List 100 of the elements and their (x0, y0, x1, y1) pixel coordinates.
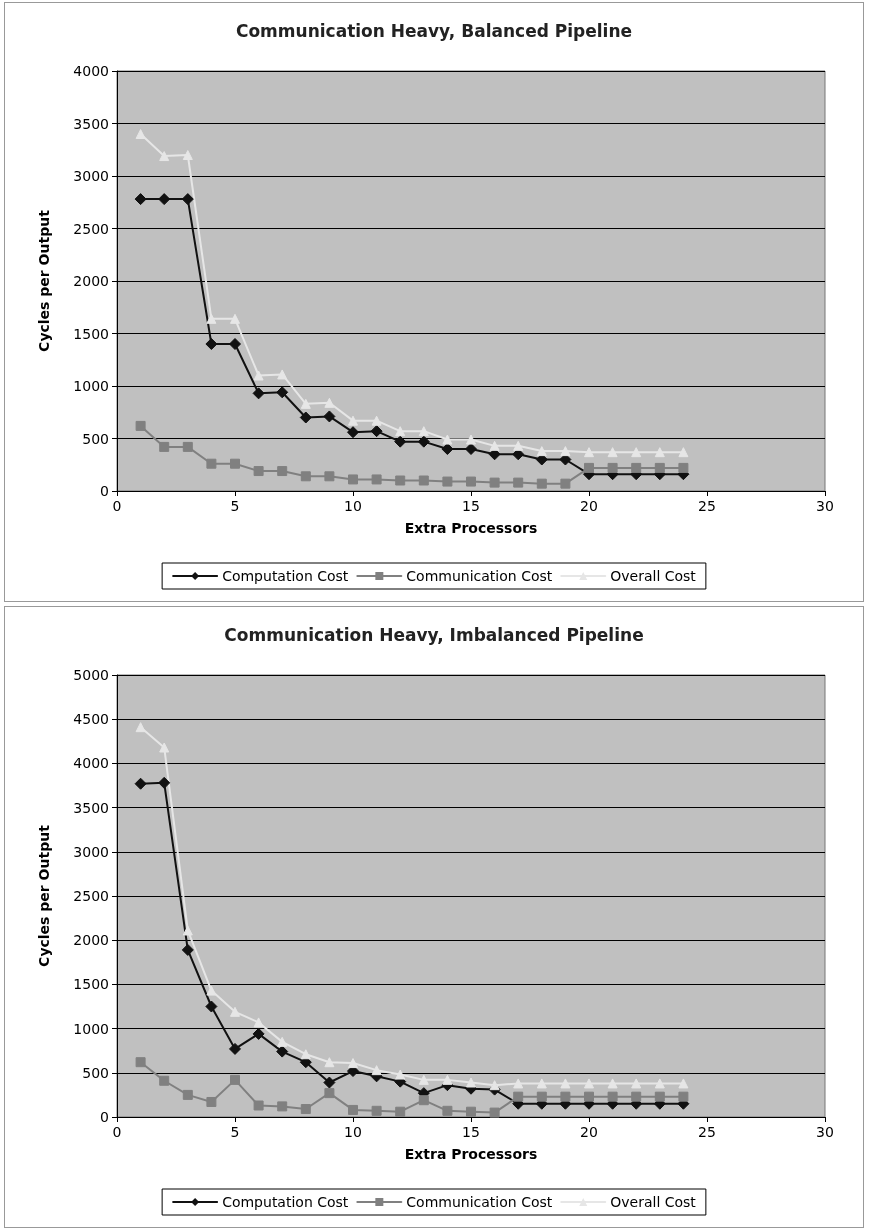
x-tick-label: 30 (816, 498, 834, 514)
point (584, 462, 594, 473)
point (607, 1078, 618, 1089)
point (300, 1104, 311, 1115)
point (277, 1101, 288, 1112)
point (253, 370, 264, 381)
point (371, 474, 382, 485)
point (513, 440, 524, 451)
point (418, 475, 429, 486)
x-axis-title: Extra Processors (404, 1146, 538, 1162)
y-tick-label: 0 (100, 1109, 109, 1125)
x-tick-label: 5 (230, 1124, 240, 1140)
point (560, 478, 571, 489)
point (205, 1000, 218, 1013)
point (466, 434, 476, 445)
point (159, 441, 170, 452)
point (324, 471, 335, 482)
x-tick-label: 10 (344, 498, 362, 514)
point (607, 1091, 618, 1102)
point (560, 446, 571, 457)
point (347, 426, 359, 439)
point (536, 446, 547, 457)
point (395, 1069, 406, 1080)
point (206, 985, 217, 996)
x-tick-label: 0 (112, 498, 122, 514)
point (277, 369, 288, 380)
point (181, 943, 194, 956)
point (536, 1078, 547, 1089)
point (536, 1091, 547, 1102)
point (206, 313, 217, 324)
point (584, 1091, 594, 1102)
y-tick-label: 1500 (73, 325, 109, 342)
point (252, 1027, 265, 1040)
y-axis-title: Cycles per Output (36, 209, 52, 352)
point (394, 435, 407, 448)
y-tick-label: 2500 (73, 888, 109, 904)
point (395, 426, 406, 437)
x-tick-label: 0 (112, 1124, 122, 1140)
point (159, 742, 170, 753)
y-tick-label: 4000 (73, 63, 109, 79)
point (135, 129, 146, 139)
y-tick-label: 1000 (73, 1020, 109, 1037)
point (300, 1049, 311, 1060)
point (252, 387, 265, 400)
y-axis-title: Cycles per Output (36, 824, 52, 967)
point (395, 475, 406, 486)
point (395, 1106, 406, 1117)
point (182, 1089, 193, 1100)
point (348, 1104, 358, 1115)
point (442, 1105, 453, 1116)
x-tick-label: 25 (698, 498, 716, 514)
point (418, 1074, 429, 1085)
point (230, 458, 240, 469)
point (230, 1074, 240, 1085)
point (159, 151, 170, 162)
point (182, 150, 193, 160)
point (182, 441, 193, 452)
point (631, 1091, 642, 1102)
x-tick-label: 10 (344, 1124, 362, 1140)
point (584, 1078, 594, 1089)
point (442, 476, 453, 487)
point (466, 476, 476, 487)
point (206, 458, 217, 469)
point (370, 425, 383, 438)
x-tick-label: 15 (462, 1124, 480, 1140)
chart-title: Communication Heavy, Imbalanced Pipeline (224, 624, 644, 645)
point (678, 1078, 689, 1089)
point (253, 1017, 264, 1028)
point (299, 411, 312, 424)
point (230, 1006, 240, 1017)
y-tick-label: 2000 (73, 932, 109, 949)
point (417, 435, 430, 448)
point (276, 386, 289, 399)
point (182, 925, 193, 936)
y-tick-label: 3500 (73, 115, 109, 132)
legend-label: Overall Cost (610, 568, 697, 584)
point (253, 466, 264, 477)
point (135, 1057, 146, 1068)
point (466, 1077, 476, 1088)
point (631, 462, 642, 473)
point (631, 447, 642, 458)
point (489, 1080, 500, 1091)
point (348, 415, 358, 426)
point (631, 1078, 642, 1089)
y-tick-label: 1500 (73, 976, 109, 993)
point (654, 447, 665, 458)
y-tick-label: 5000 (73, 667, 109, 683)
point (229, 1042, 241, 1055)
y-tick-label: 3000 (73, 168, 109, 184)
point (442, 1074, 453, 1085)
point (229, 338, 241, 350)
chart-title: Communication Heavy, Balanced Pipeline (235, 20, 633, 41)
point (489, 477, 500, 488)
y-tick-label: 2500 (73, 220, 109, 237)
point (678, 1091, 689, 1102)
legend-label: Overall Cost (610, 1194, 697, 1210)
point (536, 478, 547, 489)
point (678, 462, 689, 473)
point (206, 1096, 217, 1107)
point (134, 777, 147, 790)
